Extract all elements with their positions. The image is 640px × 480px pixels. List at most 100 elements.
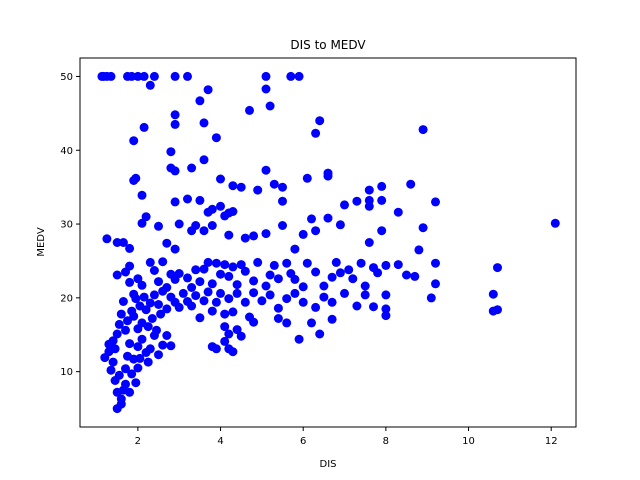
data-point [236, 260, 246, 270]
data-point [137, 280, 147, 290]
data-point [220, 322, 230, 332]
data-point [149, 290, 159, 300]
data-point [418, 125, 428, 135]
data-point [364, 238, 374, 247]
data-point [265, 290, 275, 300]
data-point [154, 221, 163, 231]
data-point [431, 197, 440, 207]
data-point [170, 119, 180, 129]
x-axis-label: DIS [320, 459, 337, 470]
data-point [488, 289, 498, 299]
y-tick-label: 30 [60, 220, 73, 231]
data-point [348, 274, 358, 284]
data-point [125, 387, 135, 397]
data-point [311, 302, 321, 312]
data-point [381, 290, 391, 300]
data-point [298, 282, 308, 292]
data-point [265, 101, 275, 111]
data-point [273, 303, 283, 313]
data-point [352, 196, 362, 206]
data-point [327, 272, 337, 282]
data-point [125, 277, 135, 287]
data-point [133, 71, 143, 81]
data-point [141, 305, 151, 315]
data-point [137, 190, 147, 200]
data-point [426, 293, 436, 303]
data-point [133, 274, 143, 284]
data-point [154, 300, 163, 309]
data-point [249, 317, 259, 327]
data-point [143, 322, 153, 332]
data-point [319, 292, 329, 302]
data-point [323, 168, 333, 178]
data-point [158, 257, 168, 267]
data-point [145, 344, 155, 354]
data-point [261, 84, 271, 94]
y-tick-label: 40 [60, 146, 73, 157]
data-point [302, 258, 312, 268]
x-tick-label: 4 [217, 436, 223, 447]
data-point [133, 342, 143, 352]
data-point [224, 230, 234, 240]
data-point [211, 344, 221, 354]
data-point [249, 288, 259, 298]
data-point [149, 266, 159, 275]
data-point [203, 257, 213, 267]
data-point [418, 223, 428, 233]
data-point [278, 196, 287, 206]
data-point [121, 379, 130, 389]
data-point [224, 329, 234, 339]
data-point [183, 273, 192, 283]
data-point [360, 290, 370, 300]
data-point [106, 71, 116, 81]
data-point [203, 85, 213, 95]
data-point [282, 258, 292, 268]
data-point [352, 301, 362, 311]
data-point [102, 234, 112, 244]
data-point [431, 279, 440, 289]
data-point [261, 71, 271, 81]
data-point [340, 200, 349, 210]
data-point [114, 370, 124, 380]
data-point [195, 277, 205, 287]
data-point [195, 313, 205, 323]
data-point [129, 311, 139, 321]
y-tick-label: 20 [60, 293, 73, 304]
data-point [356, 258, 366, 268]
data-point [141, 212, 151, 222]
data-point [174, 269, 184, 278]
data-point [162, 304, 172, 314]
data-point [294, 71, 304, 81]
data-point [493, 305, 502, 315]
data-point [131, 294, 141, 304]
data-point [112, 329, 122, 339]
data-point [253, 257, 263, 267]
data-point [216, 288, 225, 298]
data-point [118, 238, 128, 247]
data-point [220, 211, 230, 221]
y-tick-label: 50 [60, 72, 73, 83]
data-point [406, 179, 416, 189]
data-point [344, 265, 354, 275]
data-point [183, 194, 192, 204]
y-tick-label: 10 [60, 367, 73, 378]
data-point [550, 218, 560, 228]
data-point [431, 258, 440, 268]
data-point [278, 182, 287, 192]
data-point [207, 306, 217, 316]
data-point [195, 96, 205, 106]
data-point [261, 229, 271, 239]
data-point [307, 214, 316, 224]
data-point [220, 336, 230, 346]
data-point [315, 116, 325, 126]
x-tick-label: 2 [135, 436, 141, 447]
data-point [302, 173, 312, 183]
data-point [191, 265, 201, 275]
data-point [199, 118, 209, 128]
data-point [224, 294, 234, 304]
data-point [282, 294, 292, 304]
data-point [335, 268, 345, 278]
data-point [121, 364, 130, 374]
data-point [139, 292, 149, 302]
data-point [269, 179, 279, 189]
